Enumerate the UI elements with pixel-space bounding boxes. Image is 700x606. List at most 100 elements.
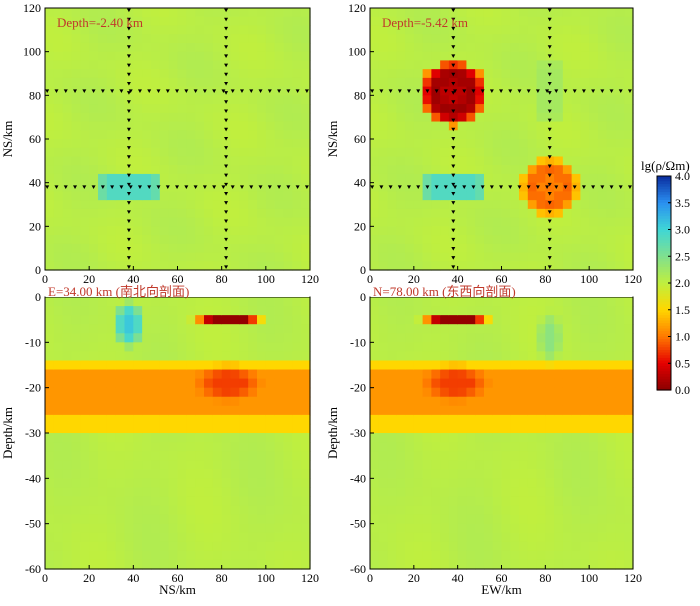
heatmap-cell xyxy=(204,333,214,343)
heatmap-cell xyxy=(413,147,424,158)
heatmap-cell xyxy=(475,306,485,316)
heatmap-cell xyxy=(115,130,126,140)
heatmap-cell xyxy=(177,165,187,175)
heatmap-cell xyxy=(501,324,511,334)
x-tick-label: 120 xyxy=(624,272,642,286)
heatmap-cell xyxy=(440,405,450,416)
heatmap-cell xyxy=(466,51,476,61)
heatmap-cell xyxy=(151,34,161,44)
heatmap-cell xyxy=(510,252,520,262)
station-marker xyxy=(126,256,131,260)
heatmap-cell xyxy=(571,559,581,570)
heatmap-cell xyxy=(554,324,564,334)
heatmap-cell xyxy=(483,104,494,114)
heatmap-cell xyxy=(466,95,476,105)
heatmap-cell xyxy=(396,69,406,79)
station-marker xyxy=(451,54,456,59)
heatmap-cell xyxy=(248,191,258,201)
heatmap-cell xyxy=(615,16,625,27)
heatmap-cell xyxy=(510,514,520,525)
heatmap-cell xyxy=(142,34,152,44)
heatmap-cell xyxy=(212,532,223,543)
heatmap-cell xyxy=(168,505,179,516)
heatmap-cell xyxy=(168,8,179,18)
heatmap-cell xyxy=(387,541,397,552)
heatmap-cell xyxy=(283,378,293,389)
heatmap-cell xyxy=(221,541,232,552)
heatmap-cell xyxy=(45,333,55,343)
colorbar-swatch xyxy=(657,274,671,279)
heatmap-cell xyxy=(413,139,424,149)
heatmap-cell xyxy=(195,95,205,105)
heatmap-cell xyxy=(292,191,302,201)
heatmap-cell xyxy=(230,182,240,192)
heatmap-cell xyxy=(448,496,459,507)
heatmap-cell xyxy=(606,496,617,507)
heatmap-cell xyxy=(624,226,634,236)
station-marker xyxy=(110,89,115,93)
heatmap-cell xyxy=(230,235,240,245)
heatmap-cell xyxy=(606,25,617,35)
heatmap-cell xyxy=(545,297,555,307)
heatmap-cell xyxy=(387,523,397,534)
heatmap-cell xyxy=(71,235,81,245)
heatmap-cell xyxy=(492,315,503,325)
heatmap-cell xyxy=(562,514,573,525)
heatmap-cell xyxy=(230,306,240,316)
heatmap-cell xyxy=(239,306,249,316)
heatmap-cell xyxy=(606,550,617,561)
heatmap-cell xyxy=(212,156,223,166)
heatmap-cell xyxy=(265,532,276,543)
heatmap-cell xyxy=(151,42,161,53)
heatmap-cell xyxy=(589,165,599,175)
heatmap-cell xyxy=(378,8,389,18)
heatmap-cell xyxy=(274,165,285,175)
station-marker xyxy=(379,89,384,93)
heatmap-cell xyxy=(89,8,99,18)
heatmap-cell xyxy=(440,156,450,166)
heatmap-cell xyxy=(71,414,81,425)
heatmap-cell xyxy=(483,405,494,416)
heatmap-cell xyxy=(440,351,450,362)
heatmap-cell xyxy=(466,523,476,534)
heatmap-cell xyxy=(168,496,179,507)
heatmap-cell xyxy=(527,351,538,362)
heatmap-cell xyxy=(562,226,573,236)
heatmap-cell xyxy=(580,16,590,27)
heatmap-cell xyxy=(492,34,503,44)
heatmap-cell xyxy=(580,226,590,236)
heatmap-cell xyxy=(106,112,117,123)
heatmap-cell xyxy=(431,423,441,434)
heatmap-cell xyxy=(248,25,258,35)
heatmap-cell xyxy=(396,387,406,398)
heatmap-cell xyxy=(142,378,152,389)
heatmap-cell xyxy=(239,165,249,175)
heatmap-cell xyxy=(98,104,108,114)
heatmap-cell xyxy=(292,156,302,166)
heatmap-cell xyxy=(448,405,459,416)
heatmap-cell xyxy=(597,8,608,18)
heatmap-cell xyxy=(597,505,608,516)
heatmap-cell xyxy=(396,235,406,245)
heatmap-cell xyxy=(177,414,187,425)
heatmap-cell xyxy=(431,360,441,371)
heatmap-cell xyxy=(615,95,625,105)
heatmap-cell xyxy=(440,112,450,123)
colorbar: lg(ρ/Ωm)4.03.53.02.52.01.51.00.50.0 xyxy=(641,158,690,397)
heatmap-cell xyxy=(274,541,285,552)
heatmap-cell xyxy=(151,25,161,35)
heatmap-cell xyxy=(142,423,152,434)
heatmap-cell xyxy=(257,541,267,552)
heatmap-cell xyxy=(186,147,196,158)
heatmap-cell xyxy=(212,252,223,262)
heatmap-cell xyxy=(624,261,634,271)
heatmap-cell xyxy=(580,200,590,210)
heatmap-cell xyxy=(370,235,380,245)
heatmap-cell xyxy=(510,112,520,123)
heatmap-cell xyxy=(519,414,529,425)
heatmap-cell xyxy=(151,112,161,123)
heatmap-cell xyxy=(431,139,441,149)
heatmap-cell xyxy=(457,306,468,316)
heatmap-cell xyxy=(413,532,424,543)
heatmap-cell xyxy=(168,95,179,105)
